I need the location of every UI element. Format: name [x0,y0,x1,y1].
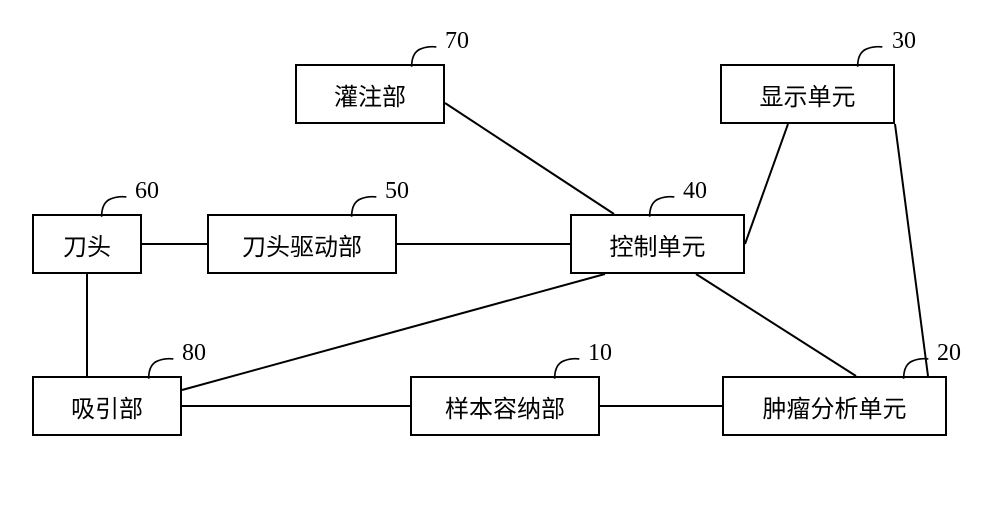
reference-hook-icon [902,354,930,382]
block-node-50: 刀头驱动部 [207,214,397,274]
block-node-70: 灌注部 [295,64,445,124]
reference-number: 80 [182,340,206,367]
block-node-80: 吸引部 [32,376,182,436]
connector-line [895,124,928,376]
reference-hook-icon [553,354,581,382]
connector-line [445,103,614,214]
block-node-20: 肿瘤分析单元 [722,376,947,436]
node-label: 刀头 [63,227,111,262]
reference-number: 50 [385,178,409,205]
block-node-10: 样本容纳部 [410,376,600,436]
reference-hook-icon [856,42,884,70]
node-label: 样本容纳部 [445,389,565,424]
reference-number: 10 [588,340,612,367]
node-label: 显示单元 [760,77,856,112]
node-label: 肿瘤分析单元 [763,389,907,424]
node-label: 刀头驱动部 [242,227,362,262]
block-node-60: 刀头 [32,214,142,274]
reference-hook-icon [100,192,128,220]
connector-line [696,274,856,376]
block-diagram: 灌注部 70 显示单元 30 刀头 60 刀头驱动部 50 控制单元 40 吸引部 80 样本容纳部 10… [0,0,1000,515]
reference-number: 40 [683,178,707,205]
reference-number: 60 [135,178,159,205]
reference-hook-icon [648,192,676,220]
block-node-30: 显示单元 [720,64,895,124]
connector-line [745,124,788,244]
reference-number: 70 [445,28,469,55]
connector-line [182,274,605,390]
reference-number: 30 [892,28,916,55]
reference-hook-icon [147,354,175,382]
reference-hook-icon [350,192,378,220]
reference-number: 20 [937,340,961,367]
block-node-40: 控制单元 [570,214,745,274]
node-label: 灌注部 [334,77,406,112]
reference-hook-icon [410,42,438,70]
node-label: 控制单元 [610,227,706,262]
node-label: 吸引部 [71,389,143,424]
